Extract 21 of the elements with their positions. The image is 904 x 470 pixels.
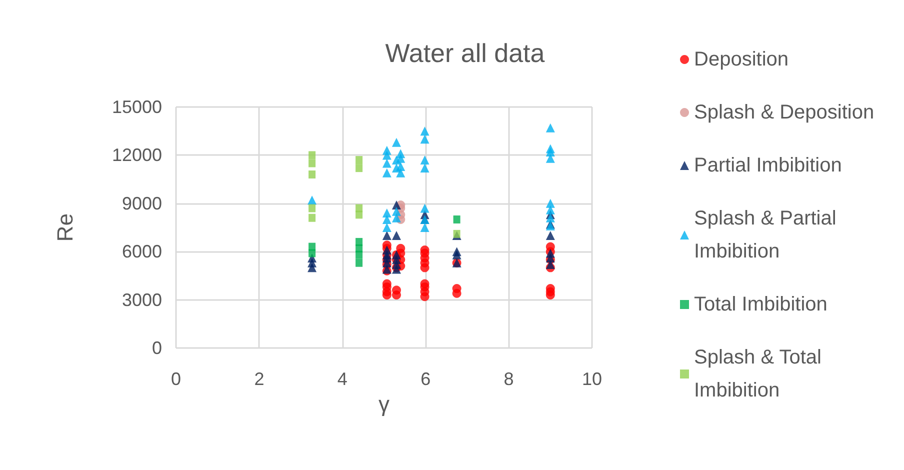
y-tick-label: 12000 (112, 145, 162, 166)
x-tick-label: 10 (582, 369, 602, 389)
y-tick-label: 3000 (122, 290, 162, 310)
legend-label: Splash & Partial Imbibition (694, 208, 842, 262)
legend-label: Splash & Total Imbibition (694, 346, 828, 402)
y-tick-label: 6000 (122, 242, 162, 262)
chart-title: Water all data (385, 38, 546, 68)
y-axis-title: Re (52, 213, 78, 242)
x-tick-label: 4 (337, 369, 348, 389)
x-tick-label: 0 (170, 369, 182, 389)
legend-label: Deposition (694, 48, 789, 70)
legend-label: Total Imbibition (694, 294, 828, 316)
x-axis-title: γ (378, 392, 390, 416)
y-tick-label: 0 (152, 338, 162, 358)
legend-label: Splash & Deposition (694, 102, 874, 124)
y-tick-label: 9000 (122, 193, 162, 214)
x-tick-label: 8 (504, 369, 514, 389)
x-tick-label: 2 (254, 369, 264, 389)
legend-label: Partial Imbibition (694, 154, 842, 176)
x-tick-label: 6 (420, 369, 431, 389)
y-tick-label: 15000 (112, 97, 162, 117)
